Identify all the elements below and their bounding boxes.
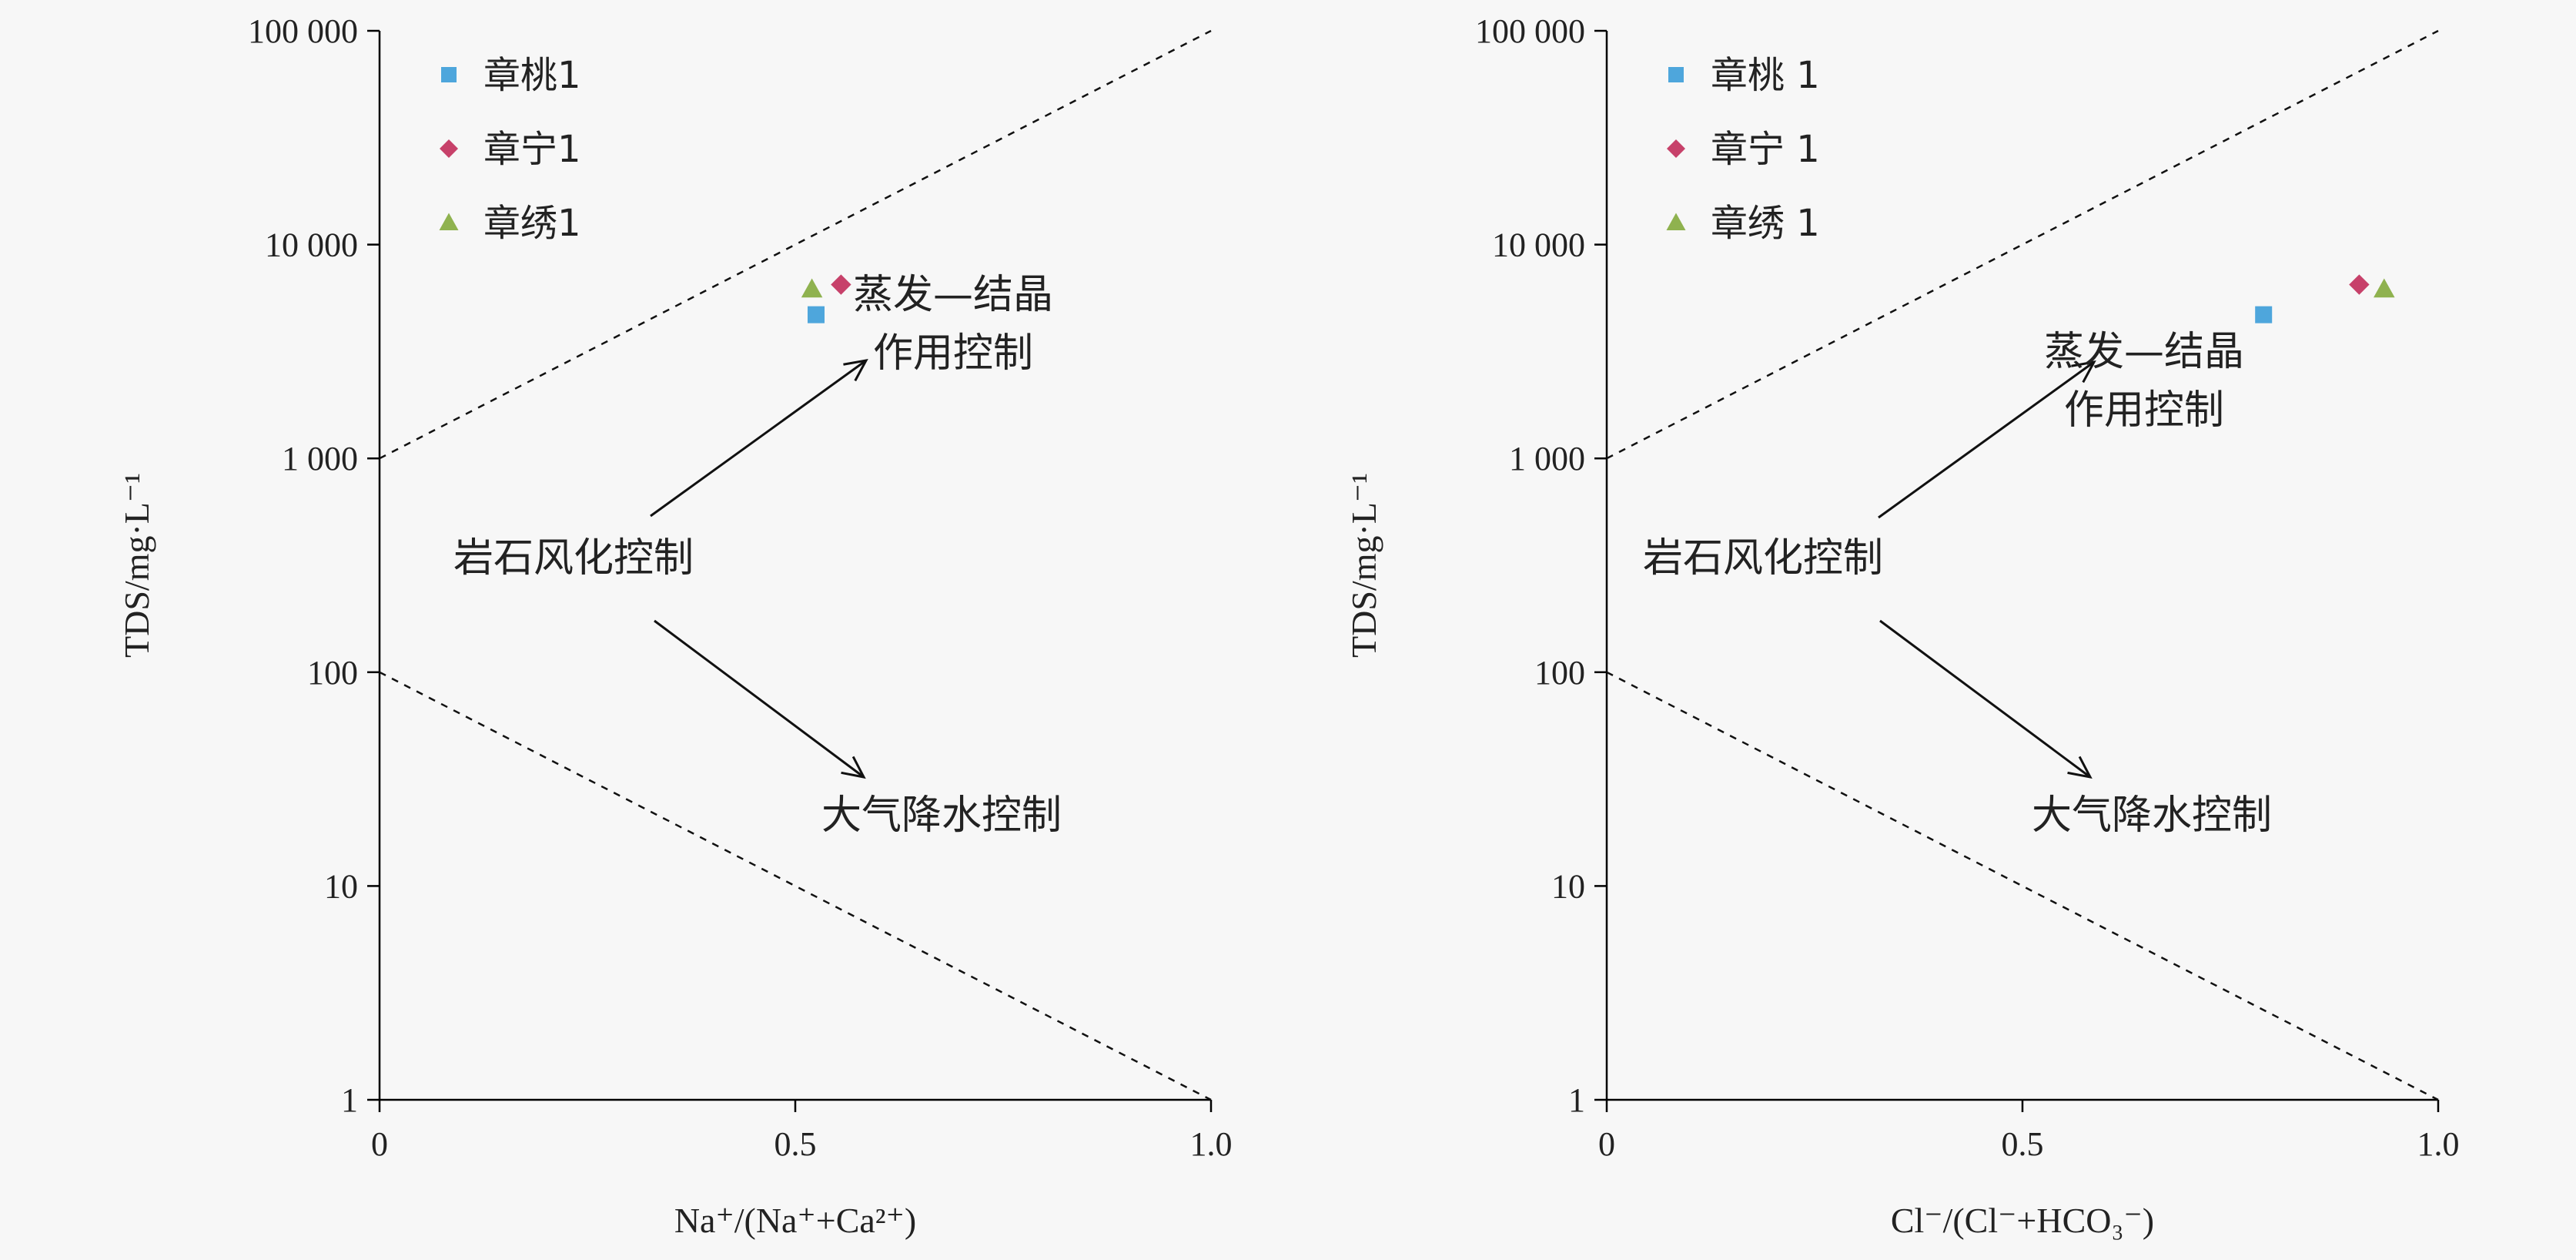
boundary-dashed-line	[379, 671, 1212, 1101]
boundary-dashed-line	[1606, 671, 2439, 1101]
y-axis-title: TDS/mg·L⁻¹	[1344, 473, 1383, 658]
y-tick-label: 10	[324, 867, 358, 905]
legend-label: 章绣1	[483, 202, 581, 245]
legend-marker-diamond	[440, 139, 458, 158]
legend-label: 章宁 1	[1711, 128, 1820, 171]
x-tick-label: 0	[371, 1125, 388, 1163]
y-tick-label: 1 000	[282, 440, 358, 478]
legend-label: 章绣 1	[1711, 202, 1820, 245]
x-axis-title: Na⁺/(Na⁺+Ca²⁺)	[674, 1201, 916, 1240]
x-axis-title: Cl⁻/(Cl⁻+HCO₃⁻)	[1891, 1201, 2154, 1240]
x-tick-label: 0.5	[774, 1125, 817, 1163]
gibbs-chart-sodium: 1 10 100 1 000 10 000 100 000 0 0.5 1.0 TDS/mg·L⁻…	[117, 12, 1233, 1240]
x-tick-label: 1.0	[2417, 1125, 2460, 1163]
y-axis-title: TDS/mg·L⁻¹	[117, 473, 156, 658]
y-tick-label: 1 000	[1509, 440, 1585, 478]
y-tick-label: 1	[1568, 1081, 1585, 1119]
annotation-precipitation: 大气降水控制	[821, 793, 1062, 839]
data-point-square	[2255, 306, 2273, 323]
y-tick-label: 10	[1551, 867, 1585, 905]
legend-label: 章桃1	[483, 54, 581, 97]
data-point-square	[808, 306, 825, 323]
legend-marker-triangle	[1666, 213, 1686, 230]
arrow-head	[841, 756, 866, 779]
annotation-evaporation-control: 作用控制	[873, 330, 1033, 377]
x-tick-label: 1.0	[1190, 1125, 1233, 1163]
y-tick-label: 100	[307, 654, 358, 692]
annotation-evaporation-control: 作用控制	[2064, 387, 2224, 434]
x-tick-label: 0	[1598, 1125, 1615, 1163]
y-tick-label: 1	[341, 1081, 358, 1119]
x-tick-label: 0.5	[2002, 1125, 2044, 1163]
annotation-rock-weathering: 岩石风化控制	[1643, 535, 1883, 581]
legend-marker-diamond	[1667, 139, 1685, 158]
annotation-rock-weathering: 岩石风化控制	[453, 535, 694, 581]
legend-marker-triangle	[439, 213, 459, 230]
annotation-evaporation: 蒸发—结晶	[2044, 329, 2244, 375]
y-tick-label: 100 000	[248, 12, 358, 50]
legend-label: 章桃 1	[1711, 54, 1820, 97]
annotation-precipitation: 大气降水控制	[2032, 793, 2272, 839]
boundary-dashed-line	[1606, 29, 2439, 460]
arrow-line	[654, 619, 865, 779]
data-point-diamond	[831, 274, 851, 295]
legend-marker-square	[1668, 67, 1684, 82]
y-tick-label: 10 000	[265, 226, 358, 264]
boundary-dashed-line	[379, 29, 1212, 460]
arrow-line	[1878, 360, 2095, 519]
gibbs-chart-chloride: 1 10 100 1 000 10 000 100 000 0 0.5 1.0 TDS/mg·L⁻…	[1344, 12, 2460, 1240]
annotation-evaporation: 蒸发—结晶	[853, 272, 1053, 318]
data-point-triangle	[2374, 278, 2395, 298]
arrow-line	[650, 359, 867, 518]
y-tick-label: 100	[1534, 654, 1585, 692]
y-tick-label: 100 000	[1475, 12, 1585, 50]
arrow-line	[1879, 619, 2091, 779]
legend-label: 章宁1	[483, 128, 581, 171]
y-tick-label: 10 000	[1492, 226, 1585, 264]
arrow-head	[843, 358, 868, 382]
arrow-head	[2071, 360, 2096, 384]
data-point-triangle	[801, 278, 823, 298]
legend-marker-square	[441, 67, 457, 82]
data-point-diamond	[2349, 274, 2370, 295]
arrow-head	[2067, 756, 2093, 779]
